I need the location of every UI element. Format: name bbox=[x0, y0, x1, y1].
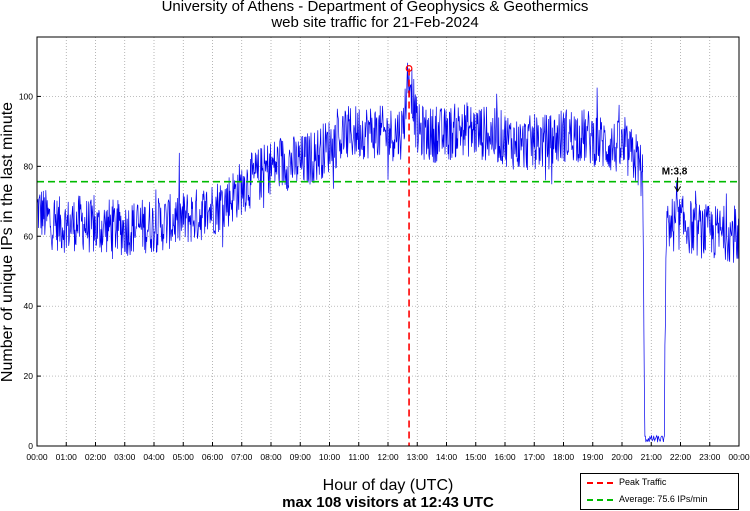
x-tick-label: 14:00 bbox=[436, 452, 458, 462]
footer-note: max 108 visitors at 12:43 UTC bbox=[282, 494, 494, 511]
x-tick-label: 05:00 bbox=[173, 452, 195, 462]
x-tick-label: 22:00 bbox=[670, 452, 692, 462]
x-tick-label: 15:00 bbox=[465, 452, 487, 462]
x-tick-label: 00:00 bbox=[26, 452, 48, 462]
legend-item-average: Average: 75.6 IPs/min bbox=[581, 493, 738, 508]
x-tick-label: 17:00 bbox=[524, 452, 546, 462]
legend-swatch-peak bbox=[587, 482, 613, 484]
legend-item-peak: Peak Traffic bbox=[581, 476, 738, 491]
y-axis-ticks: 0 20 40 60 80 100 bbox=[19, 91, 41, 451]
x-tick-label: 09:00 bbox=[290, 452, 312, 462]
x-tick-label: 10:00 bbox=[319, 452, 341, 462]
x-axis-ticks: 00:00 01:00 02:00 03:00 04:00 05:00 06:00 07:00… bbox=[26, 442, 750, 462]
x-tick-label: 21:00 bbox=[641, 452, 663, 462]
grid-lines bbox=[37, 37, 739, 446]
x-tick-label: 23:00 bbox=[699, 452, 721, 462]
x-tick-label: 12:00 bbox=[377, 452, 399, 462]
y-tick-label: 100 bbox=[19, 91, 33, 101]
x-tick-label: 04:00 bbox=[143, 452, 165, 462]
chart-subtitle: web site traffic for 21-Feb-2024 bbox=[271, 14, 479, 31]
y-tick-label: 0 bbox=[28, 441, 33, 451]
x-tick-label: 07:00 bbox=[231, 452, 253, 462]
x-tick-label: 20:00 bbox=[611, 452, 633, 462]
series-group bbox=[36, 62, 740, 443]
x-tick-label: 06:00 bbox=[202, 452, 224, 462]
x-tick-label: 00:00 bbox=[728, 452, 750, 462]
legend-label-average: Average: 75.6 IPs/min bbox=[619, 494, 708, 504]
peak-marker bbox=[405, 65, 413, 72]
legend-swatch-average bbox=[587, 499, 613, 501]
x-tick-label: 19:00 bbox=[582, 452, 604, 462]
legend-label-peak: Peak Traffic bbox=[619, 477, 667, 487]
marker-label: M:3.8 bbox=[662, 166, 688, 177]
y-tick-label: 80 bbox=[24, 161, 34, 171]
x-tick-label: 01:00 bbox=[56, 452, 78, 462]
x-tick-label: 18:00 bbox=[553, 452, 575, 462]
y-tick-label: 20 bbox=[24, 371, 34, 381]
y-tick-label: 40 bbox=[24, 301, 34, 311]
chart-title: University of Athens - Department of Geo… bbox=[161, 0, 589, 15]
x-tick-label: 02:00 bbox=[85, 452, 107, 462]
marker-arrow-head bbox=[674, 186, 682, 193]
chart-legend: Peak Traffic Average: 75.6 IPs/min bbox=[580, 473, 739, 510]
y-axis-label: Number of unique IPs in the last minute bbox=[0, 101, 16, 383]
reference-lines bbox=[37, 68, 739, 446]
annotations: M:3.8 bbox=[405, 65, 688, 193]
y-tick-label: 60 bbox=[24, 231, 34, 241]
traffic-series-line bbox=[36, 62, 740, 443]
x-tick-label: 03:00 bbox=[114, 452, 136, 462]
x-tick-label: 13:00 bbox=[407, 452, 429, 462]
x-tick-label: 16:00 bbox=[494, 452, 516, 462]
x-axis-label: Hour of day (UTC) bbox=[322, 477, 454, 494]
x-tick-label: 11:00 bbox=[348, 452, 369, 462]
x-tick-label: 08:00 bbox=[260, 452, 282, 462]
